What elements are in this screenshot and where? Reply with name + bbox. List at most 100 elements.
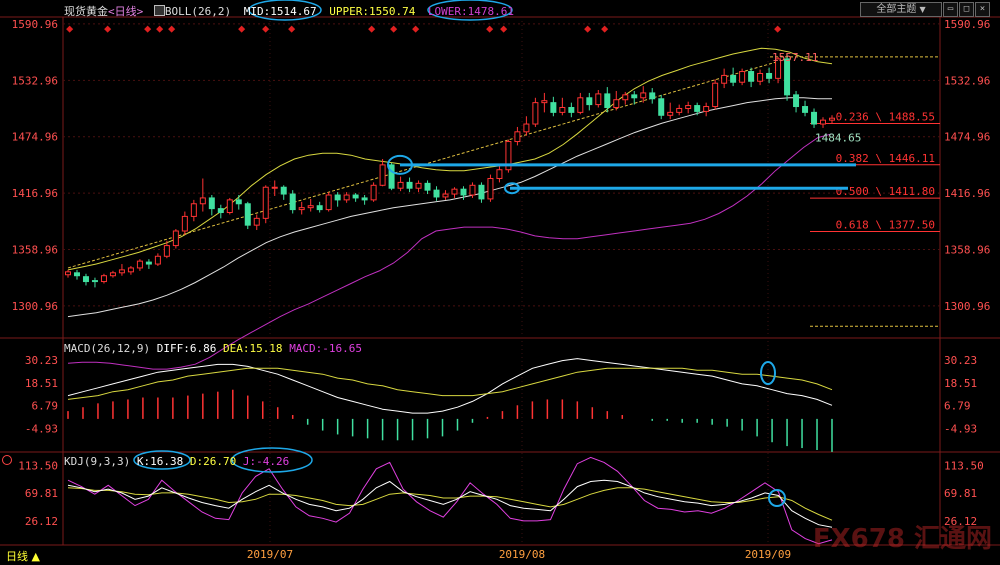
chart-grid [0,16,1000,546]
kdj-k-line [67,479,833,528]
candle-body [559,107,566,113]
candle-body [82,276,89,283]
candle-body [667,111,674,116]
kdj-tick-left: 113.50 [18,459,58,472]
candle-body [685,105,692,109]
kdj-settings-icon[interactable] [2,455,12,465]
signal-marker [156,25,164,33]
candle-body [397,181,404,189]
chevron-down-icon: ▼ [919,5,926,14]
candle-body [469,184,476,196]
signal-marker [412,25,420,33]
y-tick-label-left: 1358.96 [12,244,58,257]
macd-legend: MACD(26,12,9) DIFF:6.86 DEA:15.18 MACD:-… [64,342,362,355]
signal-marker [774,25,782,33]
signal-marker [601,25,609,33]
period-button[interactable]: 日线 ▲ [6,550,40,563]
macd-tick-left: 6.79 [32,400,59,413]
price-panel: 0.236 \ 1488.55 0.382 \ 1446.11 0.500 \ 14… [65,0,940,370]
kdj-j-line [67,456,833,545]
signal-marker [144,25,152,33]
candle-body [658,98,665,116]
candle-body [496,169,503,179]
candle-body [487,177,494,200]
candle-body [730,74,737,83]
candle-body [820,119,827,125]
candle-body [388,164,395,189]
candle-body [505,141,512,171]
candle-body [532,102,539,125]
candle-body [415,182,422,189]
candle-body [298,207,305,211]
candle-body [145,261,152,265]
candle-body [307,205,314,209]
indicator-icon [153,5,165,16]
upper-value: UPPER:1550.74 [329,5,416,18]
window-restore-icon[interactable]: ▭ [943,2,958,17]
fib-level-label: 0.500 \ 1411.80 [836,185,935,198]
candle-body [694,105,701,112]
candle-body [739,71,746,83]
macd-tick-left: 30.23 [25,354,58,367]
highlight-circle [387,154,413,175]
macd-tick-left: 18.51 [25,377,58,390]
fib-level-label: 0.618 \ 1377.50 [836,218,935,231]
candle-body [208,197,215,210]
kdj-panel [67,447,833,545]
lower-band-line [67,133,833,370]
window-maximize-icon[interactable]: □ [959,2,974,17]
candle-body [253,217,260,226]
candle-body [289,193,296,211]
candle-body [604,93,611,109]
close-icon[interactable]: × [975,2,990,17]
axis-labels: 1590.96 1590.96 1532.96 1532.96 1474.96 1474.… [12,18,991,561]
candle-body [361,197,368,201]
upper-band-line [67,47,833,271]
candle-body [352,194,359,199]
signal-marker [368,25,376,33]
y-tick-label-right: 1300.96 [944,300,990,313]
signal-marker [584,25,592,33]
symbol-name: 现货黄金 [64,5,108,18]
kdj-d-line [67,487,833,521]
kdj-tick-left: 26.12 [25,515,58,528]
signal-marker [238,25,246,33]
macd-title: MACD(26,12,9) [64,342,151,355]
candle-body [280,186,287,195]
candle-body [244,203,251,226]
fib-level-label: 0.236 \ 1488.55 [836,111,935,124]
y-tick-label-left: 1590.96 [12,18,58,31]
y-tick-label-left: 1474.96 [12,131,58,144]
y-tick-label-left: 1300.96 [12,300,58,313]
candle-body [757,72,764,82]
price-legend: 现货黄金<日线> BOLL(26,2) MID:1514.67 UPPER:15… [64,3,514,19]
y-tick-label-right: 1590.96 [944,18,990,31]
current-price-label: 1484.65 [815,131,861,144]
signal-marker [288,25,296,33]
highlight-circle [760,361,776,385]
y-tick-label-left: 1532.96 [12,74,58,87]
candle-body [748,71,755,82]
highlight-circle [427,0,513,21]
signal-marker [262,25,270,33]
candle-body [271,186,278,189]
high-price-label: 1557.11 [772,51,818,64]
highlight-circle [231,447,313,473]
candle-body [217,208,224,214]
theme-label: 全部主题 [876,4,917,15]
signal-marker [66,25,74,33]
macd-diff: DIFF:6.86 [156,342,217,355]
macd-tick-right: 18.51 [944,377,977,390]
macd-panel [67,358,833,452]
mid-value: MID:1514.67 [243,5,317,18]
candle-body [811,111,818,125]
candle-body [181,215,188,232]
macd-dea: DEA:15.18 [222,342,283,355]
candle-body [73,272,80,277]
signal-marker [390,25,398,33]
theme-dropdown[interactable]: 全部主题 ▼ [860,2,942,17]
kdj-j: J:-4.26 [242,455,290,468]
kdj-tick-left: 69.81 [25,487,58,500]
candle-body [163,245,170,257]
x-tick-label: 2019/09 [745,548,791,561]
